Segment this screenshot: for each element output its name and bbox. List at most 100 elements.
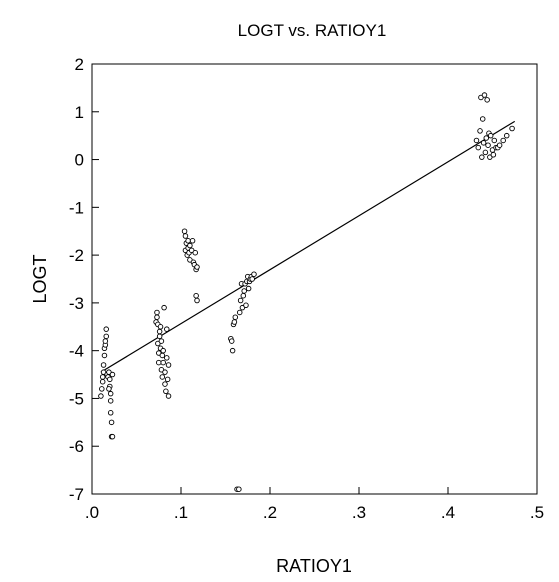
data-point [194,297,200,304]
data-point [482,149,489,156]
data-point [192,249,198,256]
data-point [98,393,104,399]
x-tick-label: .2 [263,503,277,522]
x-axis-label: RATIOY1 [276,556,352,576]
data-point [99,374,106,380]
data-point [187,242,193,249]
data-point [155,359,162,366]
data-point [102,338,109,344]
data-point [182,233,189,239]
y-axis: 2 1 0 -1 -2 -3 -4 -5 -6 -7 [69,55,99,504]
chart-title: LOGT vs. RATIOY1 [238,21,387,40]
data-point [232,314,239,320]
data-point [491,137,498,144]
points-layer [98,92,515,492]
fit-line [100,120,516,373]
data-point [99,386,105,392]
data-point [154,314,160,320]
data-point [477,128,483,134]
data-point [158,338,165,344]
data-point [156,333,163,340]
y-tick-label: -5 [69,389,84,408]
data-point [228,338,235,344]
data-point [107,398,114,404]
data-point [500,137,506,144]
x-tick-label: .4 [441,503,455,522]
y-axis-label: LOGT [30,254,50,303]
data-point [159,374,166,380]
data-point [103,333,109,340]
data-point [160,359,166,366]
data-point [164,355,170,361]
data-point [245,285,252,292]
data-point [106,386,112,392]
data-point [107,410,114,416]
data-point [157,324,164,330]
data-point [109,371,116,378]
data-point [193,292,199,299]
y-tick-label: 1 [75,103,84,122]
x-axis: .0 .1 .2 .3 .4 .5 [85,487,544,522]
data-point [165,393,172,399]
x-tick-label: .1 [174,503,188,522]
data-point [156,328,163,335]
data-point [484,97,490,103]
data-point [99,378,106,385]
data-point [249,276,255,282]
y-tick-label: -7 [69,485,84,504]
data-point [241,288,247,294]
data-point [103,326,109,332]
data-point [165,362,172,368]
data-point [509,125,515,132]
data-point [107,390,114,397]
y-tick-label: -1 [69,198,84,217]
data-point [496,142,503,148]
data-point [243,302,249,309]
data-point [485,142,491,148]
data-point [161,304,167,311]
data-point [185,238,191,244]
data-point [162,381,168,387]
data-point [490,152,497,158]
data-point [154,309,160,316]
y-tick-label: -6 [69,437,84,456]
data-point [237,297,244,304]
data-point [164,376,171,383]
data-point [475,144,482,151]
y-tick-label: -3 [69,294,84,313]
data-point [251,271,257,277]
data-point [107,376,113,383]
data-point [236,486,242,492]
data-point [480,140,487,146]
data-point [194,264,200,270]
plot-frame [91,63,538,495]
data-point [231,319,238,325]
data-point [236,309,243,316]
data-point [479,154,485,160]
data-point [481,92,488,98]
data-point [159,352,166,359]
data-point [487,132,494,139]
data-point [503,132,510,139]
fit-line-layer [100,120,516,373]
y-tick-label: 2 [75,55,84,74]
data-point [189,238,196,244]
data-point [181,228,188,234]
data-point [483,135,490,141]
x-tick-label: .0 [85,503,99,522]
data-point [160,347,166,354]
data-point [162,369,168,375]
data-point [164,326,170,332]
data-point [229,347,236,354]
data-point [101,352,108,359]
data-point [240,292,247,299]
x-tick-label: .3 [352,503,366,522]
y-tick-label: -2 [69,246,84,265]
data-point [108,419,115,426]
data-point [100,362,107,368]
x-tick-label: .5 [530,503,544,522]
data-point [109,433,116,440]
data-point [473,137,480,144]
y-tick-label: -4 [69,342,84,361]
